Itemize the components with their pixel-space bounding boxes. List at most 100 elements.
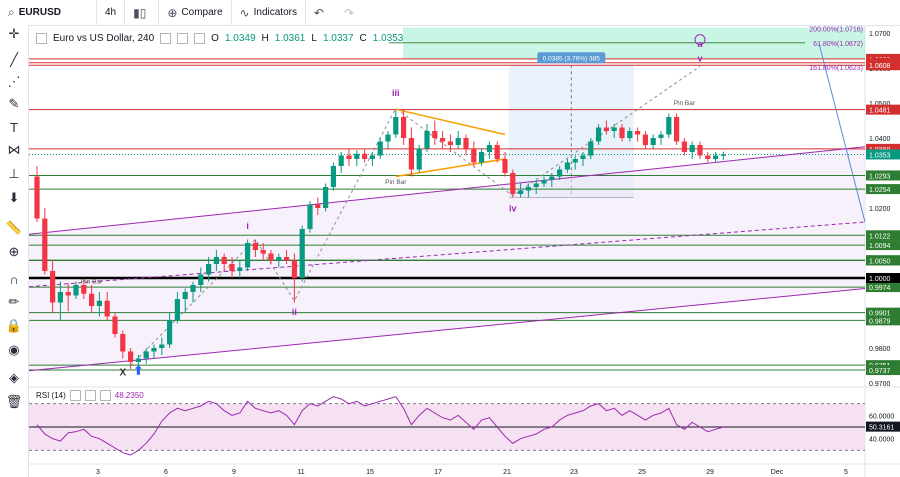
lock-draw-icon[interactable]: ✏ bbox=[8, 294, 20, 309]
price-level-label: 1.0293 bbox=[869, 173, 891, 180]
symbol-label: EURUSD bbox=[18, 7, 61, 18]
price-level-tag bbox=[866, 184, 900, 195]
redo-button[interactable]: ↷ bbox=[336, 0, 366, 25]
trendline-icon[interactable]: ╱ bbox=[10, 52, 18, 67]
rsi-legend: RSI (14) 48.2350 bbox=[36, 390, 144, 401]
zoom-icon[interactable]: ⊕ bbox=[8, 244, 20, 259]
candle-body bbox=[57, 292, 63, 303]
lock-icon[interactable]: 🔒 bbox=[5, 318, 23, 333]
candle-body bbox=[291, 260, 297, 278]
price-tick-label: 0.9700 bbox=[869, 381, 891, 388]
candle-body bbox=[354, 153, 360, 159]
fib-tool-icon[interactable]: ⋰ bbox=[7, 74, 21, 89]
price-level-label: 1.0000 bbox=[869, 276, 891, 283]
eye-icon[interactable]: ◉ bbox=[8, 342, 20, 357]
candle-body bbox=[549, 176, 555, 180]
price-level-label: 0.9974 bbox=[869, 285, 891, 292]
magnet-icon[interactable]: ∩ bbox=[9, 272, 19, 287]
chart-type-button[interactable]: ▮▯ bbox=[125, 0, 160, 25]
undo-button[interactable]: ↶ bbox=[306, 0, 336, 25]
candle-body bbox=[471, 148, 477, 163]
wave-label-1: ii bbox=[292, 307, 297, 317]
symbol-search[interactable]: ⌕ EURUSD bbox=[0, 0, 97, 25]
price-level-label: 1.0353 bbox=[869, 152, 891, 159]
time-tick-label: 11 bbox=[297, 469, 304, 476]
interval-button[interactable]: 4h bbox=[97, 0, 126, 25]
compare-button[interactable]: ⊕ Compare bbox=[159, 0, 232, 25]
collapse-toggle[interactable] bbox=[36, 33, 47, 44]
candle-body bbox=[299, 229, 305, 278]
candle-body bbox=[128, 351, 134, 362]
candle-body bbox=[330, 166, 336, 187]
settings-toggle[interactable] bbox=[177, 33, 189, 44]
price-level-label: 1.0122 bbox=[869, 233, 891, 240]
crosshair-icon[interactable]: ✛ bbox=[8, 26, 20, 41]
candle-body bbox=[385, 134, 391, 142]
price-level-tag bbox=[866, 170, 900, 181]
candle-body bbox=[658, 134, 664, 138]
candle-body bbox=[424, 131, 430, 149]
candle-body bbox=[323, 187, 329, 208]
candle-body bbox=[408, 138, 414, 170]
price-tick-label: 1.0700 bbox=[869, 31, 891, 38]
price-level-tag bbox=[866, 307, 900, 318]
candle-body bbox=[190, 285, 196, 292]
candle-body bbox=[252, 243, 258, 250]
trash-icon[interactable]: 🗑 bbox=[5, 394, 23, 409]
candle-body bbox=[42, 218, 48, 271]
candle-body bbox=[463, 138, 469, 149]
rsi-label: RSI (14) bbox=[36, 391, 66, 400]
brush-icon[interactable]: ✎ bbox=[8, 96, 20, 111]
fib-label-618: 61.80%(1.0672) bbox=[813, 41, 863, 48]
time-tick-label: 25 bbox=[638, 469, 646, 476]
layers-icon[interactable]: ◈ bbox=[9, 370, 19, 385]
candle-body bbox=[611, 127, 617, 131]
price-level-tag bbox=[866, 149, 900, 160]
pattern-icon[interactable]: ⋈ bbox=[7, 142, 21, 157]
forecast-icon[interactable]: ⊥ bbox=[8, 166, 20, 181]
rsi-settings-toggle[interactable] bbox=[84, 390, 96, 401]
candle-body bbox=[229, 264, 235, 271]
candle-body bbox=[213, 257, 219, 264]
candle-body bbox=[596, 127, 602, 142]
rsi-last-label: 50.3161 bbox=[869, 425, 894, 432]
candle-body bbox=[112, 316, 118, 334]
wave-a-circle bbox=[694, 34, 706, 46]
drawing-toolbar: ✛ ╱ ⋰ ✎ T ⋈ ⊥ ⬇ 📏 ⊕ ∩ ✏ 🔒 ◉ ◈ 🗑 bbox=[0, 25, 29, 477]
low-label: L bbox=[311, 33, 317, 44]
price-tick-label: 1.0200 bbox=[869, 206, 891, 213]
candle-body bbox=[237, 267, 243, 271]
candle-body bbox=[502, 159, 508, 173]
eye-toggle[interactable] bbox=[160, 33, 172, 44]
indicators-button[interactable]: ∿ Indicators bbox=[232, 0, 306, 25]
candle-body bbox=[120, 334, 126, 352]
redo-icon: ↷ bbox=[344, 5, 355, 20]
price-level-tag bbox=[866, 60, 900, 71]
price-level-label: 0.9879 bbox=[869, 318, 891, 325]
price-level-tag bbox=[866, 282, 900, 293]
text-icon[interactable]: T bbox=[10, 120, 18, 135]
close-label: C bbox=[359, 33, 367, 44]
candle-body bbox=[518, 190, 524, 194]
rsi-more-toggle[interactable] bbox=[99, 390, 111, 401]
chart-canvas[interactable]: 0.0385 (3.76%) 385 200.00%(1.0716) 61.80%(… bbox=[29, 26, 900, 477]
wave-label-4: v bbox=[697, 54, 702, 64]
rsi-eye-toggle[interactable] bbox=[69, 390, 81, 401]
ruler-icon[interactable]: 📏 bbox=[5, 220, 23, 235]
pin-bar-label: Pin Bar bbox=[674, 100, 696, 107]
candle-body bbox=[307, 204, 313, 229]
arrow-down-icon[interactable]: ⬇ bbox=[8, 190, 20, 205]
more-toggle[interactable] bbox=[194, 33, 206, 44]
price-level-tag bbox=[866, 240, 900, 251]
candle-body bbox=[486, 145, 492, 152]
candle-body bbox=[541, 180, 547, 184]
pin-bar-label: Pin Bar bbox=[81, 278, 103, 285]
candle-body bbox=[674, 117, 680, 142]
candle-body bbox=[697, 145, 703, 156]
time-tick-label: 5 bbox=[844, 469, 848, 476]
candle-body bbox=[432, 131, 438, 138]
time-tick-label: 21 bbox=[503, 469, 511, 476]
chart-title: Euro vs US Dollar, 240 bbox=[53, 33, 155, 44]
candles-icon: ▮▯ bbox=[133, 5, 147, 20]
price-level-tag bbox=[866, 365, 900, 376]
